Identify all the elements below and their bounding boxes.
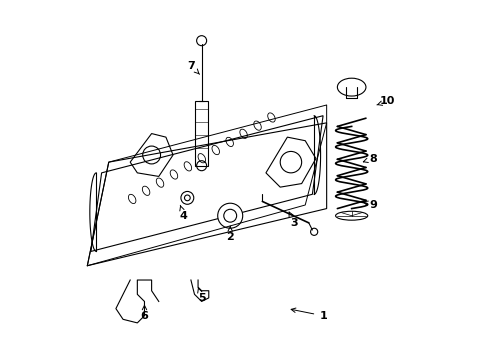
Text: 4: 4 bbox=[180, 205, 187, 221]
Text: 8: 8 bbox=[363, 154, 376, 163]
Circle shape bbox=[217, 203, 242, 228]
Ellipse shape bbox=[335, 211, 367, 220]
Ellipse shape bbox=[337, 78, 365, 96]
Text: 9: 9 bbox=[363, 200, 376, 210]
Circle shape bbox=[181, 192, 193, 204]
Text: 3: 3 bbox=[288, 212, 298, 228]
Text: 10: 10 bbox=[376, 96, 394, 107]
Text: 2: 2 bbox=[226, 226, 234, 242]
Text: 6: 6 bbox=[140, 305, 148, 321]
Text: 5: 5 bbox=[197, 287, 205, 303]
Circle shape bbox=[310, 228, 317, 235]
Text: 7: 7 bbox=[186, 61, 199, 74]
Text: 1: 1 bbox=[290, 308, 326, 321]
